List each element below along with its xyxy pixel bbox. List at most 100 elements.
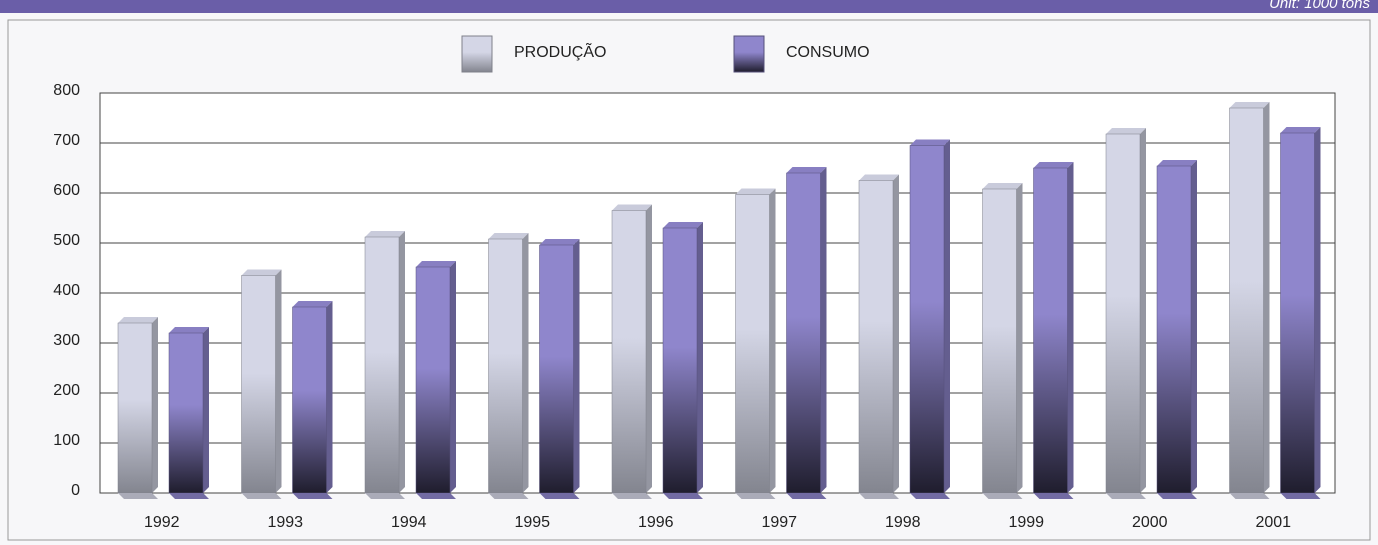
bar xyxy=(117,322,153,494)
x-tick-label: 1992 xyxy=(144,514,180,531)
bar-top xyxy=(663,222,703,228)
bar-top xyxy=(735,188,776,195)
y-tick-label: 700 xyxy=(53,132,80,149)
bar-base xyxy=(982,493,1023,499)
bar-side xyxy=(573,239,580,493)
bar-side xyxy=(646,204,652,493)
y-tick-label: 100 xyxy=(53,432,80,449)
bar-base xyxy=(735,493,776,499)
x-tick-label: 1998 xyxy=(885,514,921,531)
y-tick-label: 300 xyxy=(53,332,80,349)
unit-label: Unit: 1000 tons xyxy=(1269,0,1370,12)
header-band xyxy=(0,0,1378,13)
x-tick-label: 2001 xyxy=(1255,514,1291,531)
bar-base xyxy=(859,493,899,499)
bar-side xyxy=(275,269,282,493)
bar xyxy=(241,275,276,494)
bar xyxy=(1156,165,1192,494)
bar-top xyxy=(1280,127,1321,133)
frame xyxy=(7,19,1371,541)
bar-side xyxy=(1263,102,1270,493)
legend-swatch xyxy=(461,35,493,73)
bar-base xyxy=(1229,493,1270,499)
bar-base xyxy=(1280,493,1321,499)
bar-side xyxy=(1140,128,1146,493)
bar-top xyxy=(1229,102,1270,108)
bar xyxy=(1033,167,1068,494)
bar-side xyxy=(820,167,827,493)
bar xyxy=(982,188,1017,494)
bar-side xyxy=(522,233,529,493)
bar-top xyxy=(910,139,950,146)
bar-top xyxy=(365,231,405,237)
bar-top xyxy=(859,174,899,181)
x-tick-label: 1999 xyxy=(1008,514,1044,531)
bar xyxy=(1280,132,1315,494)
bar-top xyxy=(241,269,282,276)
y-tick-label: 200 xyxy=(53,382,80,399)
bar xyxy=(415,266,451,494)
bar-top xyxy=(612,204,652,211)
bar-base xyxy=(118,493,158,499)
legend-label: CONSUMO xyxy=(786,44,870,61)
bar-side xyxy=(1191,160,1197,493)
bar-side xyxy=(1314,127,1321,493)
y-tick-label: 0 xyxy=(71,482,80,499)
bar xyxy=(539,244,574,494)
bar-base xyxy=(241,493,282,499)
bar xyxy=(364,236,400,494)
bar-base xyxy=(1157,493,1197,499)
bar-top xyxy=(1157,160,1197,166)
x-tick-label: 1997 xyxy=(761,514,797,531)
bar-base xyxy=(365,493,405,499)
bar-base xyxy=(169,493,209,499)
bar-base xyxy=(663,493,703,499)
x-tick-label: 2000 xyxy=(1132,514,1168,531)
bar-side xyxy=(203,327,209,493)
bar-top xyxy=(169,327,209,333)
bar xyxy=(858,180,894,494)
bar-base xyxy=(539,493,580,499)
y-tick-label: 400 xyxy=(53,282,80,299)
bar xyxy=(909,145,945,494)
bar xyxy=(611,210,647,494)
bar-base xyxy=(786,493,827,499)
bar-top xyxy=(118,317,158,323)
bar-base xyxy=(416,493,456,499)
x-tick-label: 1993 xyxy=(267,514,303,531)
y-tick-label: 500 xyxy=(53,232,80,249)
x-tick-label: 1995 xyxy=(514,514,550,531)
x-tick-label: 1994 xyxy=(391,514,427,531)
y-tick-label: 800 xyxy=(53,82,80,99)
bar-top xyxy=(539,239,580,245)
bar-side xyxy=(1016,183,1023,493)
bar-base xyxy=(612,493,652,499)
bar-top xyxy=(786,167,827,173)
bar-side xyxy=(769,188,776,493)
bar xyxy=(1105,133,1141,494)
bar-side xyxy=(1067,162,1074,493)
y-tick-label: 600 xyxy=(53,182,80,199)
bar-base xyxy=(488,493,529,499)
bar xyxy=(662,227,698,494)
bar-base xyxy=(1033,493,1074,499)
bar-top xyxy=(982,183,1023,189)
bar xyxy=(488,238,523,494)
bar-side xyxy=(697,222,703,493)
bar xyxy=(292,306,327,494)
bar-base xyxy=(1106,493,1146,499)
bar-side xyxy=(893,174,899,493)
bar-side xyxy=(450,261,456,493)
bar-base xyxy=(292,493,333,499)
bar-top xyxy=(292,301,333,307)
bar-side xyxy=(944,139,950,493)
bar xyxy=(786,172,821,494)
legend-swatch xyxy=(733,35,765,73)
bar-top xyxy=(1106,128,1146,134)
x-tick-label: 1996 xyxy=(638,514,674,531)
bar-base xyxy=(910,493,950,499)
bar-side xyxy=(399,231,405,493)
bar-side xyxy=(326,301,333,493)
bar-top xyxy=(416,261,456,267)
